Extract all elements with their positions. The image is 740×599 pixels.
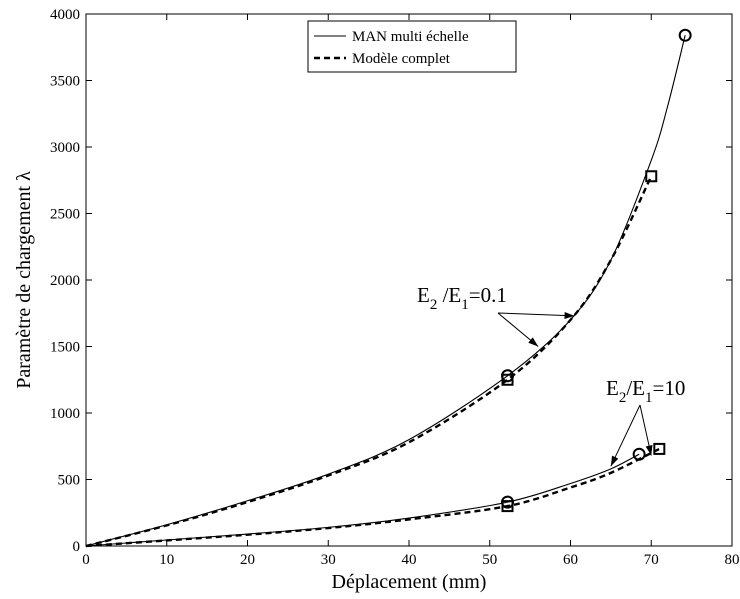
annotation-1-arrow-0	[610, 404, 641, 467]
series-0-solid	[85, 35, 686, 547]
y-tick-label-0: 0	[73, 539, 81, 555]
y-tick-label-3000: 3000	[50, 140, 80, 156]
axes-box	[85, 13, 733, 547]
x-tick-label-20: 20	[240, 552, 255, 568]
x-tick-label-0: 0	[82, 552, 90, 568]
y-tick-label-2000: 2000	[50, 273, 80, 289]
legend-box	[307, 20, 517, 73]
x-tick-label-10: 10	[159, 552, 174, 568]
tick-layer: 0 10 20 30 40 50 60 70 80 0 500 1000 1500 2000 2500 300…	[50, 7, 740, 568]
x-tick-label-30: 30	[321, 552, 336, 568]
marker-square-1-1	[645, 170, 658, 183]
series-layer	[85, 35, 686, 548]
annotation-0-arrowhead-0	[528, 337, 539, 347]
y-tick-label-500: 500	[58, 473, 81, 489]
annotation-0-arrow-1	[497, 312, 575, 317]
series-3-dashed	[85, 447, 660, 548]
x-tick-label-60: 60	[563, 552, 578, 568]
y-tick-label-1000: 1000	[50, 406, 80, 422]
marker-circle-2-1	[632, 447, 646, 461]
annotation-e2e1-10: E2/E1=10	[606, 376, 685, 406]
annotation-1-arrowhead-1	[645, 445, 653, 456]
y-tick-label-2500: 2500	[50, 207, 80, 223]
y-tick-label-3500: 3500	[50, 74, 80, 90]
annotation-arrows	[497, 312, 653, 467]
legend-label-complet: Modèle complet	[352, 51, 451, 67]
annotation-1-arrowhead-0	[610, 455, 619, 467]
legend-label-man: MAN multi échelle	[352, 29, 469, 45]
marker-square-3-0	[501, 500, 514, 513]
y-axis-label: Paramètre de chargement λ	[13, 171, 35, 389]
markers-layer	[501, 28, 692, 513]
x-tick-label-40: 40	[402, 552, 417, 568]
marker-circle-0-1	[678, 28, 692, 42]
x-axis-label: Déplacement (mm)	[332, 571, 487, 593]
marker-square-3-1	[653, 442, 666, 455]
series-1-dashed	[85, 175, 653, 548]
x-tick-label-80: 80	[725, 552, 740, 568]
x-tick-label-50: 50	[482, 552, 497, 568]
annotation-e2e1-0.1: E2 /E1=0.1	[417, 283, 507, 313]
series-2-solid	[85, 453, 640, 547]
annotation-0-arrowhead-1	[564, 312, 575, 320]
marker-square-1-0	[501, 373, 514, 386]
y-tick-label-4000: 4000	[50, 7, 80, 23]
legend: MAN multi échelle Modèle complet	[307, 20, 517, 73]
x-tick-label-70: 70	[644, 552, 659, 568]
y-tick-label-1500: 1500	[50, 340, 80, 356]
